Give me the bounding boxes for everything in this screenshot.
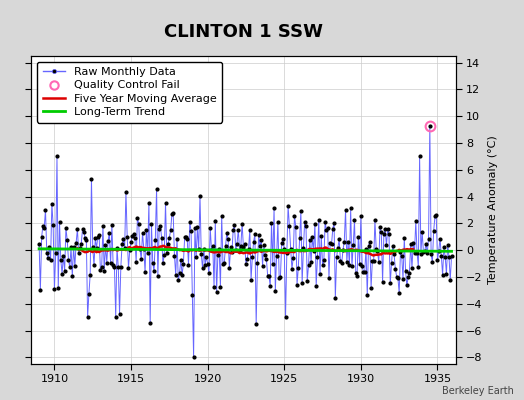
Text: Berkeley Earth: Berkeley Earth — [442, 386, 514, 396]
Legend: Raw Monthly Data, Quality Control Fail, Five Year Moving Average, Long-Term Tren: Raw Monthly Data, Quality Control Fail, … — [37, 62, 222, 123]
Y-axis label: Temperature Anomaly (°C): Temperature Anomaly (°C) — [488, 136, 498, 284]
Title: CLINTON 1 SSW: CLINTON 1 SSW — [164, 22, 323, 40]
